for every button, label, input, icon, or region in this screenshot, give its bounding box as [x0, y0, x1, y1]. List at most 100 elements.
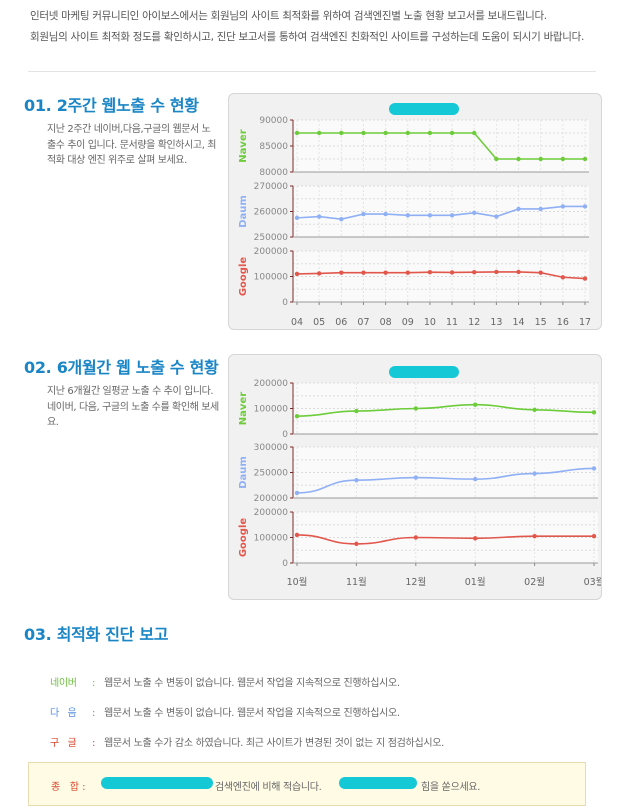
data-point: [294, 532, 300, 538]
data-point: [591, 534, 597, 539]
data-point: [413, 475, 418, 480]
data-point: [516, 269, 521, 275]
data-point: [516, 156, 521, 162]
y-tick-label: 250000: [254, 469, 289, 479]
x-tick-label: 12: [468, 317, 480, 328]
data-point: [591, 466, 597, 471]
data-point: [405, 270, 410, 275]
x-tick-label: 14: [512, 317, 524, 328]
data-point: [560, 156, 566, 162]
data-point: [383, 130, 388, 136]
summary-label: 종 합 :: [51, 782, 86, 793]
x-tick-label: 13: [490, 317, 502, 328]
redacted-text: [339, 777, 417, 789]
data-point: [339, 270, 344, 275]
data-point: [473, 402, 478, 407]
data-point: [532, 407, 537, 412]
y-tick-label: 100000: [254, 405, 289, 415]
data-point: [449, 270, 455, 275]
y-tick-label: 270000: [254, 182, 289, 192]
x-tick-label: 09: [402, 317, 414, 328]
diag-daum: 다 음: 웹문서 노출 수 변동이 없습니다. 웹문서 작업을 지속적으로 진행하…: [50, 704, 400, 719]
x-tick-label: 06: [335, 317, 347, 328]
series-label: Daum: [238, 456, 249, 489]
series-line-daum: [296, 205, 585, 220]
series-line-google: [296, 271, 586, 280]
data-point: [494, 214, 499, 219]
y-tick-label: 200000: [254, 379, 289, 389]
x-tick-label: 11: [446, 317, 458, 328]
diag-engine-label: 네이버: [50, 678, 77, 689]
series-line-naver: [296, 403, 595, 417]
redacted-text: [101, 777, 213, 789]
section-1-title: 01. 2주간 웹노출 수 현황: [24, 96, 199, 115]
x-tick-label: 05: [313, 317, 325, 328]
diag-text: 웹문서 노출 수 변동이 없습니다. 웹문서 작업을 지속적으로 진행하십시오.: [104, 678, 400, 689]
y-tick-label: 100000: [254, 273, 289, 283]
series-label: Google: [238, 518, 249, 558]
data-point: [472, 210, 477, 215]
data-point: [294, 130, 300, 136]
data-point: [413, 535, 418, 540]
data-point: [582, 204, 588, 209]
data-point: [427, 213, 433, 218]
x-tick-label: 08: [380, 317, 392, 328]
data-point: [294, 490, 300, 496]
data-point: [316, 130, 322, 136]
data-point: [449, 130, 455, 136]
x-tick-label: 10월: [287, 576, 308, 588]
data-point: [538, 206, 543, 212]
data-point: [405, 213, 410, 218]
x-tick-label: 12월: [405, 576, 426, 588]
data-point: [361, 270, 366, 275]
data-point: [339, 130, 344, 136]
intro-line-2: 회원님의 사이트 최적화 정도를 확인하시고, 진단 보고서를 통하여 검색엔진…: [30, 31, 585, 43]
y-tick-label: 0: [282, 298, 288, 308]
data-point: [294, 271, 300, 277]
x-tick-label: 01월: [465, 576, 486, 588]
data-point: [472, 130, 477, 136]
chart-6months: 200000 100000 0 Naver 300000 250000 200000 Daum…: [238, 379, 601, 588]
x-tick-label: 15: [535, 317, 547, 328]
data-point: [354, 541, 359, 547]
y-tick-label: 85000: [259, 142, 288, 152]
series-line-google: [296, 534, 594, 545]
section-2-title: 02. 6개월간 웹 노출 수 현황: [24, 358, 219, 377]
data-point: [316, 271, 322, 276]
data-point: [294, 215, 300, 221]
data-point: [383, 211, 388, 217]
diag-colon: :: [92, 708, 96, 719]
y-tick-label: 300000: [254, 443, 289, 453]
divider: [28, 71, 596, 72]
data-point: [361, 211, 366, 217]
data-point: [473, 536, 478, 541]
data-point: [532, 471, 537, 476]
x-tick-label: 17: [579, 317, 591, 328]
data-point: [538, 270, 543, 275]
data-point: [449, 213, 455, 218]
y-tick-label: 0: [282, 430, 288, 440]
data-point: [383, 270, 388, 275]
x-tick-label: 16: [557, 317, 569, 328]
chart-2weeks: 90000 85000 80000 Naver 270000 260000 250000 Da…: [238, 116, 591, 328]
data-point: [560, 204, 566, 209]
y-tick-label: 80000: [259, 168, 288, 178]
data-point: [405, 130, 410, 136]
data-point: [538, 156, 543, 162]
series-line-naver: [297, 132, 585, 160]
section-1-description: 지난 2주간 네이버,다음,구글의 웹문서 노출수 추이 입니다. 문서량을 확…: [47, 124, 217, 166]
data-point: [294, 413, 300, 419]
x-tick-label: 11월: [346, 576, 367, 588]
data-point: [427, 269, 433, 275]
chart-panel-2weeks: 90000 85000 80000 Naver 270000 260000 250000 Da…: [228, 93, 602, 330]
redacted-site-name: [389, 103, 459, 115]
series-line-daum: [296, 467, 595, 494]
series-label: Naver: [238, 392, 249, 425]
y-tick-label: 200000: [254, 247, 289, 257]
chart-panel-6months: 200000 100000 0 Naver 300000 250000 200000 Daum…: [228, 354, 602, 600]
data-point: [316, 214, 322, 219]
y-tick-label: 0: [282, 559, 288, 569]
data-point: [354, 408, 359, 414]
diag-naver: 네이버: 웹문서 노출 수 변동이 없습니다. 웹문서 작업을 지속적으로 진행하…: [50, 674, 400, 689]
intro-line-1: 인터넷 마케팅 커뮤니티인 아이보스에서는 회원님의 사이트 최적화를 위하여 …: [30, 10, 547, 22]
